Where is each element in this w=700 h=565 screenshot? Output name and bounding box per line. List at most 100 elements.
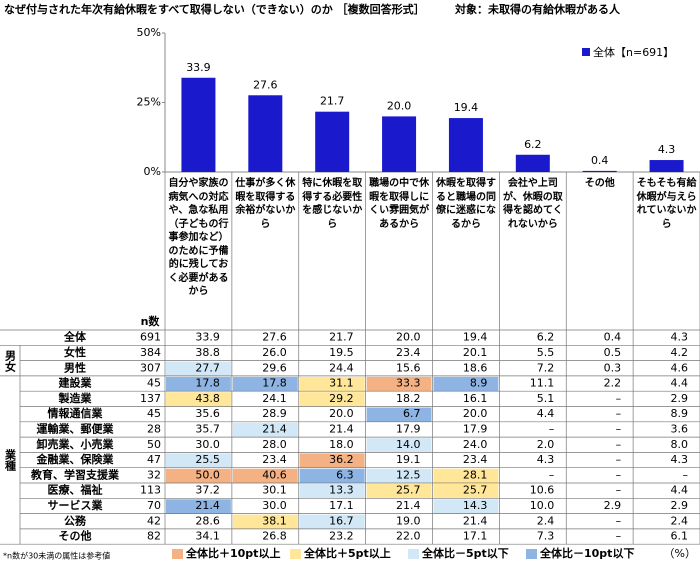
cell-value: – — [616, 484, 622, 497]
n-header: n数 — [141, 314, 161, 328]
cell-value: 38.8 — [195, 346, 220, 359]
category-label: その他 — [584, 178, 615, 189]
row-label: 製造業 — [58, 391, 93, 405]
cell-value: 8.9 — [671, 407, 689, 420]
category-label: 職場の中で休暇を取得しにくい雰囲気があるから — [369, 178, 430, 230]
footnote: *n数が30未満の属性は参考値 — [3, 551, 110, 561]
cell-value: – — [683, 468, 689, 481]
legend-label: 全体比＋5pt以上 — [303, 546, 391, 560]
cell-value: 35.7 — [195, 422, 220, 435]
row-label: 女性 — [64, 345, 86, 359]
cell-value: 26.0 — [262, 346, 287, 359]
legend-label: 全体【n=691】 — [593, 45, 674, 59]
cell-highlight — [232, 376, 298, 392]
cell-highlight — [232, 422, 298, 438]
cell-value: 17.1 — [463, 530, 488, 543]
cell-highlight — [166, 392, 231, 407]
cell-value: 40.6 — [262, 468, 287, 481]
cell-value: 50.0 — [195, 468, 220, 481]
legend-swatch — [172, 549, 183, 559]
cell-highlight — [299, 514, 365, 529]
cell-value: 21.4 — [195, 499, 220, 512]
data-label: 27.6 — [253, 78, 278, 91]
cell-highlight — [166, 468, 231, 483]
cell-highlight — [366, 484, 432, 499]
cell-value: 12.5 — [396, 468, 421, 481]
row-label: 建設業 — [59, 376, 93, 390]
cell-value: 38.1 — [262, 514, 287, 527]
cell-value: 25.7 — [396, 484, 421, 497]
bar — [315, 111, 350, 172]
n-value: 28 — [147, 422, 161, 435]
legend-swatch — [290, 549, 301, 559]
cell-value: – — [616, 514, 622, 527]
row-label: 男性 — [64, 360, 86, 374]
cell-value: 33.9 — [195, 331, 220, 344]
row-label: 卸売業、小売業 — [37, 437, 115, 451]
data-label: 20.0 — [387, 99, 412, 112]
cell-value: 2.9 — [671, 392, 689, 405]
cell-value: 3.6 — [671, 422, 689, 435]
cell-value: – — [549, 422, 555, 435]
legend-label: 全体比－10pt以下 — [539, 546, 634, 560]
chart-subtitle: 対象：未取得の有給休暇がある人 — [454, 2, 621, 16]
cell-value: 15.6 — [396, 361, 421, 374]
bar — [448, 118, 483, 172]
cell-value: 16.1 — [463, 392, 488, 405]
cell-value: 4.4 — [537, 407, 555, 420]
cell-value: 17.8 — [262, 377, 287, 390]
bar — [181, 77, 216, 172]
cell-value: 33.3 — [396, 377, 421, 390]
cell-value: 20.0 — [396, 331, 421, 344]
unit-label: （%） — [664, 547, 696, 560]
cell-value: 31.1 — [329, 377, 354, 390]
cell-highlight — [166, 361, 231, 376]
cell-value: 37.2 — [195, 484, 220, 497]
n-value: 32 — [147, 468, 161, 481]
cell-highlight — [299, 468, 365, 483]
bar — [515, 154, 550, 172]
cell-value: 27.7 — [195, 361, 220, 374]
n-value: 45 — [147, 377, 161, 390]
cell-value: 2.0 — [537, 438, 555, 451]
cell-value: 4.6 — [671, 361, 689, 374]
cell-value: 7.2 — [537, 361, 555, 374]
cell-highlight — [366, 407, 432, 422]
cell-value: 5.1 — [537, 392, 555, 405]
cell-value: 24.1 — [262, 392, 287, 405]
cell-value: 2.4 — [537, 514, 555, 527]
cell-value: 25.7 — [463, 484, 488, 497]
cell-value: 20.0 — [463, 407, 488, 420]
cell-value: 19.0 — [396, 514, 421, 527]
cell-value: 24.4 — [329, 361, 354, 374]
cell-value: 22.0 — [396, 530, 421, 543]
cell-highlight — [166, 453, 231, 468]
category-label: 仕事が多く休暇を取得する余裕がないから — [235, 178, 296, 230]
cell-value: 4.3 — [671, 453, 689, 466]
cell-value: 0.3 — [604, 361, 622, 374]
cell-value: 26.8 — [262, 530, 287, 543]
group-label: 男女 — [4, 349, 17, 372]
legend-swatch — [526, 549, 537, 559]
cell-value: 16.7 — [329, 514, 354, 527]
cell-value: 7.3 — [537, 530, 555, 543]
cell-value: 6.2 — [537, 331, 555, 344]
cell-value: 17.1 — [329, 499, 354, 512]
cell-value: 0.4 — [604, 331, 622, 344]
category-label: そもそも有給休暇が与えられていないから — [636, 178, 697, 230]
cell-value: 19.1 — [396, 453, 421, 466]
cell-value: 21.4 — [262, 422, 287, 435]
cell-value: 11.1 — [530, 377, 555, 390]
cell-value: 10.6 — [530, 484, 555, 497]
row-label: サービス業 — [48, 498, 104, 512]
cell-value: 21.4 — [396, 499, 421, 512]
cell-value: 6.7 — [403, 407, 421, 420]
row-label: 運輸業、郵便業 — [37, 421, 115, 435]
category-label: 特に休暇を取得する必要性を感じないから — [302, 178, 363, 230]
cell-value: 27.6 — [262, 331, 287, 344]
row-label: 全体 — [63, 330, 87, 344]
y-tick-label: 50% — [137, 26, 161, 39]
cell-highlight — [433, 468, 499, 483]
